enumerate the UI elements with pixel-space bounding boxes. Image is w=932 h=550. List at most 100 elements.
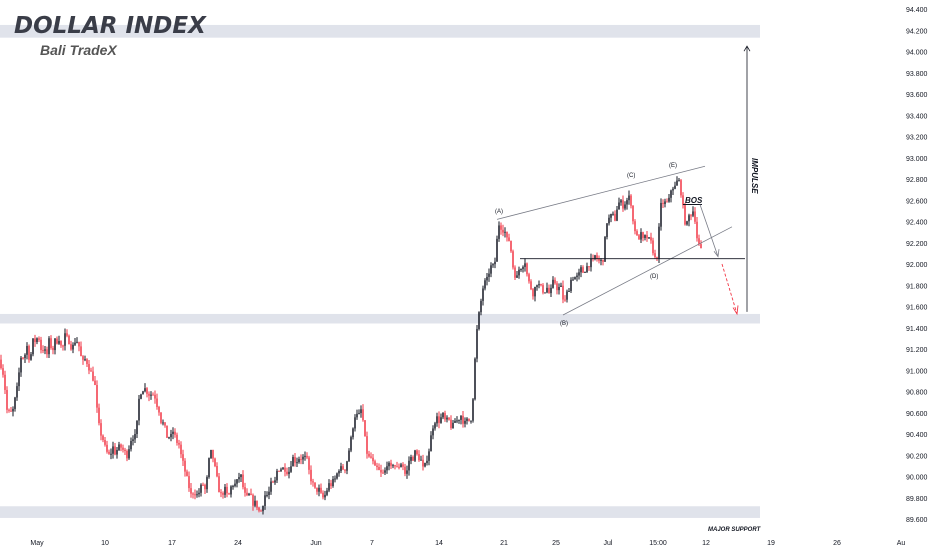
x-tick-label: 24: [234, 540, 242, 547]
candle-body: [200, 484, 202, 493]
candle-body: [606, 223, 608, 238]
candle-body: [72, 344, 74, 350]
candle-body: [656, 257, 658, 259]
y-tick-label: 90.400: [906, 432, 928, 439]
candle-body: [436, 416, 438, 424]
y-tick-label: 89.800: [906, 496, 928, 503]
candle-body: [488, 273, 490, 277]
candle-body: [608, 217, 610, 224]
candle-body: [546, 287, 548, 293]
candle-body: [4, 374, 6, 390]
candle-body: [446, 417, 448, 420]
candle-body: [290, 466, 292, 472]
candle-body: [66, 333, 68, 336]
candle-body: [282, 467, 284, 470]
candle-body: [422, 459, 424, 467]
candle-body: [140, 394, 142, 399]
candle-body: [520, 268, 522, 270]
x-axis[interactable]: May 10 17 24 Jun 7 14 21 25 Jul 15:00 12 19 26 Au: [30, 540, 905, 547]
candle-body: [220, 492, 222, 494]
candle-body: [28, 345, 30, 360]
candle-body: [506, 231, 508, 238]
bos-label: BOS: [685, 196, 703, 205]
candle-body: [40, 339, 42, 351]
candle-body: [280, 469, 282, 471]
candle-body: [614, 213, 616, 221]
candle-body: [578, 272, 580, 276]
candle-body: [20, 357, 22, 373]
candle-body: [424, 462, 426, 467]
candle-body: [674, 185, 676, 189]
candle-body: [566, 291, 568, 300]
candle-body: [554, 279, 556, 284]
candle-body: [580, 267, 582, 273]
candle-body: [482, 288, 484, 301]
y-tick-label: 94.000: [906, 50, 928, 57]
candle-body: [388, 462, 390, 467]
y-tick-label: 93.800: [906, 71, 928, 78]
candle-body: [16, 386, 18, 398]
candle-body: [356, 413, 358, 418]
candle-body: [196, 494, 198, 496]
candle-body: [50, 338, 52, 348]
candle-body: [332, 479, 334, 487]
candle-body: [254, 500, 256, 506]
candle-body: [394, 465, 396, 467]
candle-body: [206, 477, 208, 490]
candle-body: [180, 444, 182, 455]
candle-body: [464, 420, 466, 424]
x-tick-label: 25: [552, 540, 560, 547]
candle-body: [148, 393, 150, 396]
triangle-upper-trendline: [496, 165, 706, 220]
candle-body: [442, 412, 444, 418]
candle-body: [492, 264, 494, 266]
candle-body: [530, 281, 532, 290]
candle-body: [288, 471, 290, 475]
candle-body: [44, 349, 46, 351]
candle-body: [474, 358, 476, 400]
candle-body: [88, 364, 90, 371]
candle-body: [166, 425, 168, 438]
y-tick-label: 93.000: [906, 156, 928, 163]
x-tick-label: 19: [767, 540, 775, 547]
candle-body: [408, 460, 410, 471]
candle-body: [616, 209, 618, 221]
y-tick-label: 92.200: [906, 241, 928, 248]
candle-body: [344, 469, 346, 471]
candle-body: [256, 500, 258, 508]
candle-body: [540, 284, 542, 286]
candle-body: [300, 459, 302, 461]
candle-body: [620, 200, 622, 203]
candle-body: [600, 259, 602, 261]
candle-body: [690, 215, 692, 217]
candle-body: [384, 470, 386, 473]
candle-body: [590, 258, 592, 268]
candle-body: [12, 408, 14, 412]
candle-body: [650, 237, 652, 241]
candle-body: [134, 434, 136, 440]
candle-body: [480, 300, 482, 313]
candle-body: [136, 420, 138, 435]
candle-body: [330, 483, 332, 487]
candle-body: [62, 345, 64, 347]
y-tick-label: 90.200: [906, 453, 928, 460]
candle-body: [172, 431, 174, 434]
candle-body: [472, 399, 474, 421]
candle-body: [152, 394, 154, 396]
y-tick-label: 92.000: [906, 262, 928, 269]
candle-body: [438, 416, 440, 423]
candle-body: [24, 354, 26, 359]
candle-body: [298, 459, 300, 463]
candle-body: [242, 474, 244, 488]
candle-body: [86, 359, 88, 365]
candle-body: [26, 345, 28, 355]
candle-body: [458, 419, 460, 421]
candle-body: [14, 397, 16, 409]
y-axis[interactable]: 94.400 94.200 94.000 93.800 93.600 93.400 93.2…: [906, 7, 928, 524]
candle-body: [542, 285, 544, 293]
candle-body: [562, 285, 564, 300]
candle-body: [346, 461, 348, 471]
candle-body: [642, 232, 644, 238]
